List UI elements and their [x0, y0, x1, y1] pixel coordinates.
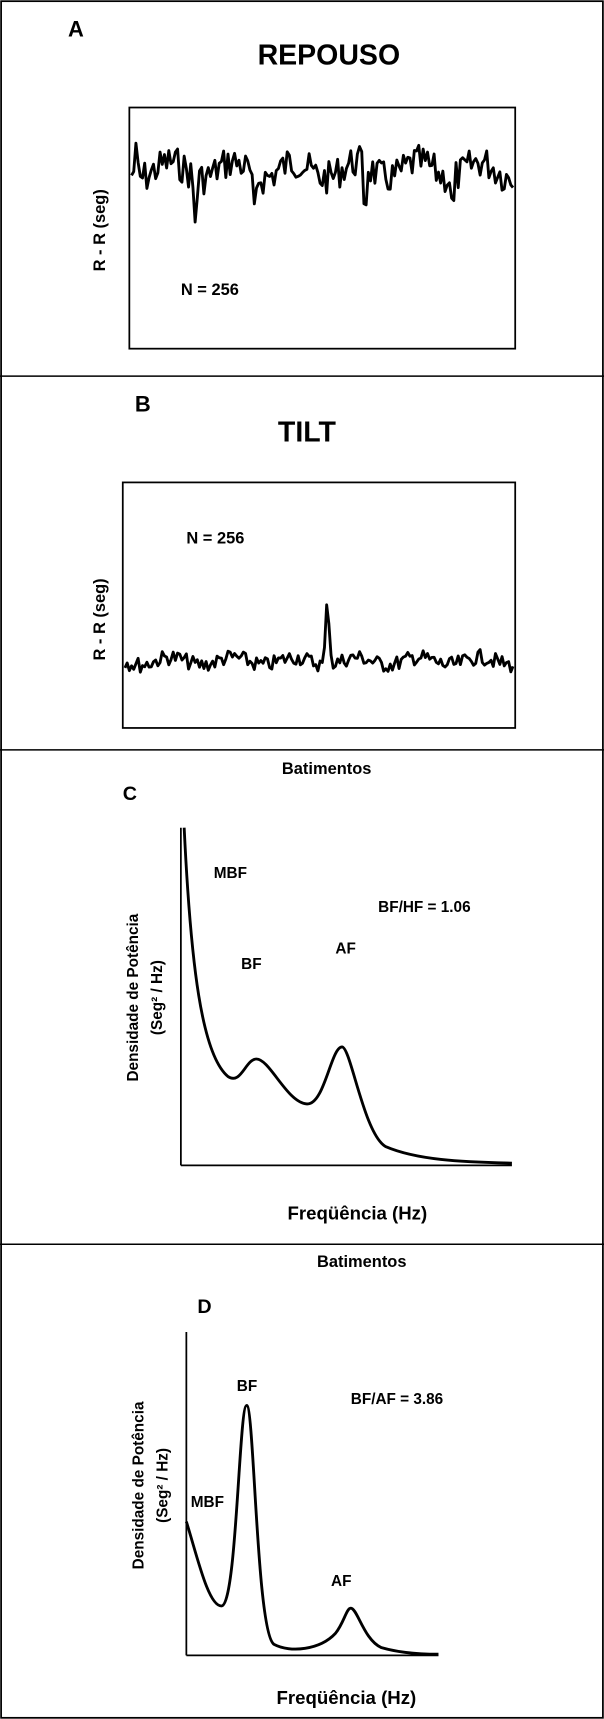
panel-letter: C: [123, 783, 137, 805]
y-label: R - R (seg): [91, 189, 109, 271]
panel-letter: A: [68, 17, 84, 42]
x-label: Batimentos: [282, 760, 372, 778]
annotation: N = 256: [181, 281, 239, 299]
rr-trace: [123, 603, 515, 674]
x-label: Freqüência (Hz): [287, 1203, 427, 1224]
peak-label: BF: [241, 956, 261, 973]
peak-label: BF: [237, 1378, 257, 1395]
annotation: N = 256: [186, 530, 244, 548]
y-label: (Seg² / Hz): [154, 1448, 171, 1523]
annotation: BF/HF = 1.06: [378, 899, 470, 916]
panel-title: REPOUSO: [258, 40, 401, 72]
y-label: Densidade de Potência: [130, 1401, 147, 1569]
y-label: Densidade de Potência: [125, 913, 142, 1081]
plot-box: [121, 481, 517, 729]
peak-label: AF: [331, 1573, 351, 1590]
plot-box: [128, 106, 517, 350]
panel-letter: D: [197, 1296, 211, 1318]
rr-trace: [130, 141, 515, 224]
top-label: Batimentos: [317, 1253, 407, 1271]
annotation: BF/AF = 3.86: [351, 1391, 443, 1408]
panel-letter: B: [135, 391, 151, 416]
peak-label: MBF: [191, 1494, 224, 1511]
spectrum: [182, 827, 512, 1165]
peak-label: MBF: [214, 865, 247, 882]
x-label: Freqüência (Hz): [277, 1687, 417, 1708]
peak-label: AF: [335, 940, 355, 957]
y-label: R - R (seg): [91, 578, 109, 660]
y-label: (Seg² / Hz): [149, 960, 166, 1035]
spectrum: [184, 1403, 439, 1656]
panel-title: TILT: [278, 417, 337, 449]
